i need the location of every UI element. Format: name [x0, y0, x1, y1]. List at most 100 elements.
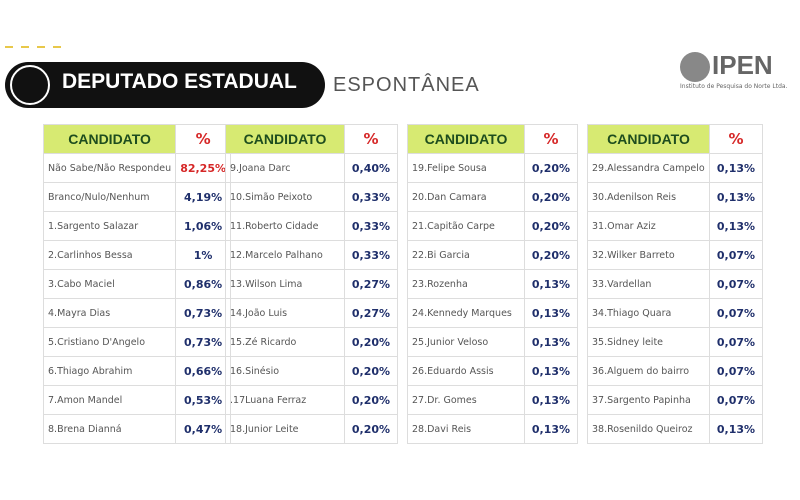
- candidate-name: 23.Rozenha: [407, 269, 525, 299]
- table-row: 15.Zé Ricardo 0,20%: [225, 327, 398, 357]
- percentage: 0,73%: [175, 327, 232, 357]
- candidate-name: 11.Roberto Cidade: [225, 211, 345, 241]
- percentage: 0,20%: [524, 153, 578, 183]
- title: DEPUTADO ESTADUAL: [62, 70, 297, 93]
- table-row: .17Luana Ferraz 0,20%: [225, 385, 398, 415]
- candidate-name: 24.Kennedy Marques: [407, 298, 525, 328]
- table-row: 10.Simão Peixoto 0,33%: [225, 182, 398, 212]
- candidate-name: 19.Felipe Sousa: [407, 153, 525, 183]
- candidate-table: CANDIDATO% Não Sabe/Não Respondeu 82,25% Br…: [42, 124, 232, 444]
- candidate-name: 6.Thiago Abrahim: [42, 356, 177, 386]
- table-row: 25.Junior Veloso 0,13%: [407, 327, 578, 357]
- table-row: 4.Mayra Dias 0,73%: [42, 298, 232, 328]
- candidate-name: 36.Alguem do bairro: [587, 356, 710, 386]
- percentage: 0,20%: [524, 182, 578, 212]
- table-row: 32.Wilker Barreto 0,07%: [587, 240, 763, 270]
- header-row: CANDIDATO%: [225, 124, 398, 154]
- candidate-name: 34.Thiago Quara: [587, 298, 710, 328]
- candidate-name: 9.Joana Darc: [225, 153, 345, 183]
- percentage: 0,07%: [709, 356, 763, 386]
- column-header: CANDIDATO: [587, 124, 710, 154]
- candidate-name: 3.Cabo Maciel: [42, 269, 177, 299]
- percentage: 4,19%: [175, 182, 232, 212]
- table-row: 18.Junior Leite 0,20%: [225, 414, 398, 444]
- candidate-name: 26.Eduardo Assis: [407, 356, 525, 386]
- percentage: 0,13%: [524, 298, 578, 328]
- candidate-name: 22.Bi Garcia: [407, 240, 525, 270]
- percentage: 0,13%: [524, 327, 578, 357]
- percentage: 0,07%: [709, 269, 763, 299]
- table-row: 1.Sargento Salazar 1,06%: [42, 211, 232, 241]
- table-row: 24.Kennedy Marques 0,13%: [407, 298, 578, 328]
- table-row: 6.Thiago Abrahim 0,66%: [42, 356, 232, 386]
- table-row: 14.João Luis 0,27%: [225, 298, 398, 328]
- subtitle: ESPONTÂNEA: [333, 74, 480, 96]
- table-row: 20.Dan Camara 0,20%: [407, 182, 578, 212]
- table-row: 2.Carlinhos Bessa 1%: [42, 240, 232, 270]
- percentage: 0,20%: [344, 414, 398, 444]
- table-row: 8.Brena Dianná 0,47%: [42, 414, 232, 444]
- table-row: 16.Sinésio 0,20%: [225, 356, 398, 386]
- percentage: 0,13%: [524, 385, 578, 415]
- candidate-name: 5.Cristiano D'Angelo: [42, 327, 177, 357]
- candidate-name: 12.Marcelo Palhano: [225, 240, 345, 270]
- logo: IPEN: [712, 50, 773, 80]
- table-row: Não Sabe/Não Respondeu 82,25%: [42, 153, 232, 183]
- percentage: 0,40%: [344, 153, 398, 183]
- percentage: 0,07%: [709, 298, 763, 328]
- candidate-name: 13.Wilson Lima: [225, 269, 345, 299]
- table-row: 31.Omar Aziz 0,13%: [587, 211, 763, 241]
- percentage: 0,66%: [175, 356, 232, 386]
- column-header: %: [709, 124, 763, 154]
- header-row: CANDIDATO%: [587, 124, 763, 154]
- percentage: 0,33%: [344, 240, 398, 270]
- table-row: 28.Davi Reis 0,13%: [407, 414, 578, 444]
- candidate-name: .17Luana Ferraz: [225, 385, 345, 415]
- percentage: 0,13%: [709, 414, 763, 444]
- icon: [10, 65, 50, 105]
- table-row: 12.Marcelo Palhano 0,33%: [225, 240, 398, 270]
- percentage: 0,73%: [175, 298, 232, 328]
- candidate-table: CANDIDATO% 9.Joana Darc 0,40% 10.Simão Peix…: [225, 124, 398, 444]
- candidate-name: 1.Sargento Salazar: [42, 211, 177, 241]
- decor: [53, 46, 61, 48]
- candidate-name: 20.Dan Camara: [407, 182, 525, 212]
- percentage: 0,20%: [344, 327, 398, 357]
- decor: [21, 46, 29, 48]
- candidate-name: 2.Carlinhos Bessa: [42, 240, 177, 270]
- candidate-name: 31.Omar Aziz: [587, 211, 710, 241]
- percentage: 0,20%: [524, 211, 578, 241]
- candidate-name: 27.Dr. Gomes: [407, 385, 525, 415]
- candidate-name: 28.Davi Reis: [407, 414, 525, 444]
- candidate-table: CANDIDATO% 19.Felipe Sousa 0,20% 20.Dan Cam…: [407, 124, 578, 444]
- candidate-name: 8.Brena Dianná: [42, 414, 177, 444]
- table-row: 13.Wilson Lima 0,27%: [225, 269, 398, 299]
- table-row: 3.Cabo Maciel 0,86%: [42, 269, 232, 299]
- table-row: 7.Amon Mandel 0,53%: [42, 385, 232, 415]
- candidate-name: 35.Sidney leite: [587, 327, 710, 357]
- candidate-name: 29.Alessandra Campelo: [587, 153, 710, 183]
- candidate-name: 15.Zé Ricardo: [225, 327, 345, 357]
- header-row: CANDIDATO%: [42, 124, 232, 154]
- column-header: CANDIDATO: [42, 124, 177, 154]
- percentage: 0,13%: [709, 153, 763, 183]
- table-row: 29.Alessandra Campelo 0,13%: [587, 153, 763, 183]
- candidate-name: 4.Mayra Dias: [42, 298, 177, 328]
- candidate-name: Não Sabe/Não Respondeu: [42, 153, 177, 183]
- table-row: Branco/Nulo/Nenhum 4,19%: [42, 182, 232, 212]
- table-row: 23.Rozenha 0,13%: [407, 269, 578, 299]
- candidate-table: CANDIDATO% 29.Alessandra Campelo 0,13% 30.A…: [587, 124, 763, 444]
- percentage: 0,33%: [344, 182, 398, 212]
- candidate-name: 21.Capitão Carpe: [407, 211, 525, 241]
- table-row: 37.Sargento Papinha 0,07%: [587, 385, 763, 415]
- table-row: 27.Dr. Gomes 0,13%: [407, 385, 578, 415]
- candidate-name: 32.Wilker Barreto: [587, 240, 710, 270]
- percentage: 0,33%: [344, 211, 398, 241]
- table-row: 35.Sidney leite 0,07%: [587, 327, 763, 357]
- percentage: 1%: [175, 240, 232, 270]
- candidate-name: Branco/Nulo/Nenhum: [42, 182, 177, 212]
- decor: [37, 46, 45, 48]
- table-row: 33.Vardellan 0,07%: [587, 269, 763, 299]
- percentage: 0,27%: [344, 298, 398, 328]
